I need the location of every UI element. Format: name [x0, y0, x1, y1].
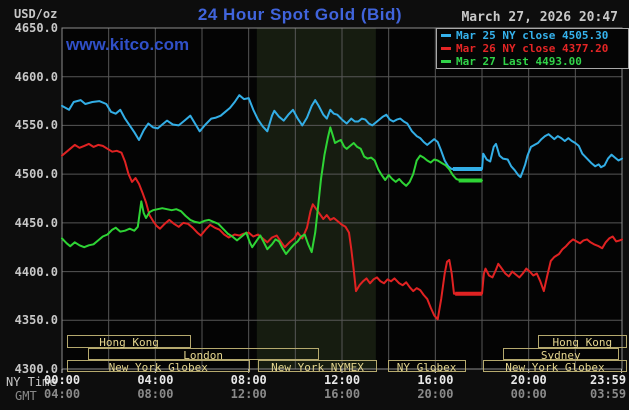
legend-label: Mar 27 Last 4493.00	[456, 55, 582, 68]
legend-dash-icon	[441, 60, 451, 63]
session-box-london: London	[87, 348, 319, 362]
x-tick-label-gmt: 04:00	[44, 387, 81, 401]
x-tick-label-ny: 08:00	[230, 373, 267, 387]
session-label: London	[183, 349, 224, 362]
legend-row-mar25: Mar 25 NY close 4505.30	[437, 29, 628, 42]
x-tick-label-ny: 16:00	[417, 373, 454, 387]
x-tick-label-ny: 20:00	[510, 373, 547, 387]
y-tick-label: 4350.0	[14, 313, 58, 328]
x-tick-label-gmt: 16:00	[324, 387, 361, 401]
session-label: New York NYMEX	[271, 361, 364, 374]
session-box-ny-globex: NY Globex	[387, 360, 466, 374]
x-tick-label-ny: 04:00	[137, 373, 174, 387]
session-box-new-york-globex: New York Globex	[66, 360, 250, 374]
session-box-new-york-globex: New York Globex	[483, 360, 627, 374]
y-tick-label: 4600.0	[14, 69, 58, 84]
chart-datetime: March 27, 2026 20:47	[461, 10, 618, 25]
legend-dash-icon	[441, 47, 451, 50]
x-tick-label-gmt: 00:00	[510, 387, 547, 401]
x-tick-label-gmt: 03:59	[590, 387, 627, 401]
y-tick-label: 4450.0	[14, 215, 58, 230]
y-axis-unit-label: USD/oz	[14, 7, 58, 21]
session-box-sydney: Sydney	[503, 348, 619, 362]
y-tick-label: 4300.0	[14, 362, 58, 376]
legend-row-mar27: Mar 27 Last 4493.00	[437, 55, 628, 68]
session-label: New York Globex	[108, 361, 208, 374]
session-label: Hong Kong	[99, 336, 159, 349]
session-box-new-york-nymex: New York NYMEX	[258, 360, 377, 374]
y-tick-label: 4400.0	[14, 264, 58, 279]
session-label: Sydney	[540, 349, 581, 362]
x-axis-ny-time-label: NY Time	[6, 375, 57, 389]
x-axis-gmt-label: GMT	[15, 389, 37, 403]
legend-label: Mar 26 NY close 4377.20	[456, 42, 609, 55]
page-title: 24 Hour Spot Gold (Bid)	[197, 5, 403, 24]
session-box-hong-kong: Hong Kong	[66, 335, 192, 349]
x-tick-label-gmt: 12:00	[230, 387, 267, 401]
y-tick-label: 4550.0	[14, 118, 58, 133]
session-label: New York Globex	[505, 361, 605, 374]
nymex-session-band	[256, 28, 376, 369]
session-label: Hong Kong	[552, 336, 613, 349]
y-tick-label: 4650.0	[14, 21, 58, 35]
x-tick-label-ny: 12:00	[324, 373, 361, 387]
kitco-watermark-link[interactable]: www.kitco.com	[66, 35, 190, 54]
x-tick-label-gmt: 08:00	[137, 387, 174, 401]
session-label: NY Globex	[396, 361, 457, 374]
series-line-mar-26	[61, 142, 623, 321]
x-tick-label-ny: 00:00	[44, 373, 81, 387]
session-box-hong-kong: Hong Kong	[538, 335, 627, 348]
legend-dash-icon	[441, 34, 451, 37]
legend: Mar 25 NY close 4505.30 Mar 26 NY close …	[436, 28, 629, 69]
y-tick-label: 4500.0	[14, 167, 58, 182]
x-tick-label-gmt: 20:00	[417, 387, 454, 401]
series-line-mar-25	[61, 94, 623, 179]
legend-row-mar26: Mar 26 NY close 4377.20	[437, 42, 628, 55]
series-line-mar-27	[61, 126, 483, 255]
x-tick-label-ny: 23:59	[590, 373, 627, 387]
legend-label: Mar 25 NY close 4505.30	[456, 29, 609, 42]
